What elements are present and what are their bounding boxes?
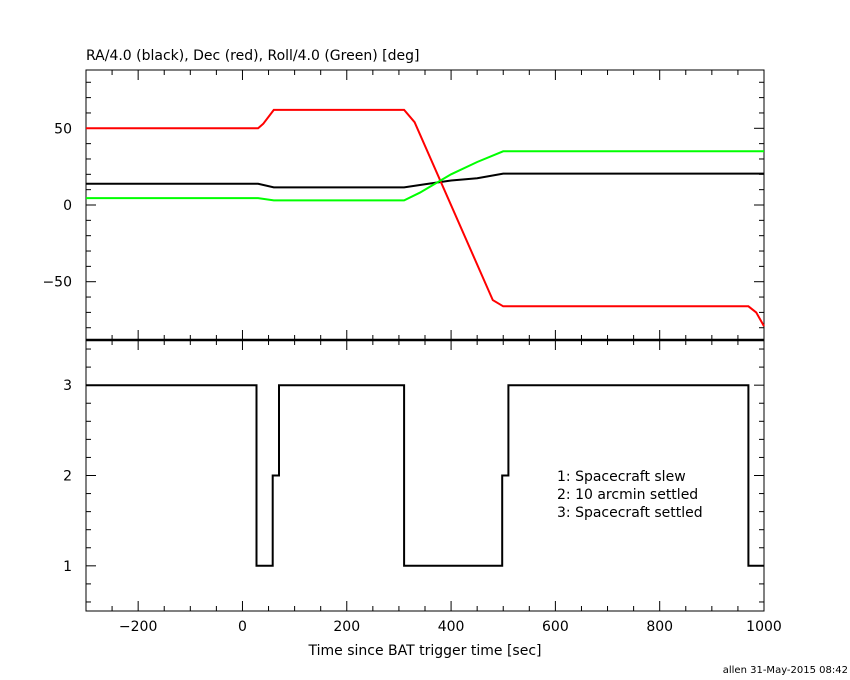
- legend-entry-10-arcmin: 2: 10 arcmin settled: [557, 487, 698, 503]
- top-panel: −50 0 50: [42, 69, 765, 342]
- top-y-tick-label: 50: [54, 121, 72, 137]
- bottom-y-tick-label: 1: [63, 559, 72, 575]
- bottom-panel: 1 2 3 −200 0 200 400 600 800 1000: [63, 339, 782, 635]
- x-tick-label: 0: [238, 619, 247, 635]
- top-series-0-line: [86, 172, 764, 189]
- bottom-y-tick-label: 2: [63, 469, 72, 485]
- x-tick-label: 600: [542, 619, 569, 635]
- top-y-tick-label: 0: [63, 198, 72, 214]
- x-tick-label: 800: [646, 619, 673, 635]
- x-tick-label: −200: [119, 619, 157, 635]
- top-panel-frame: [85, 69, 765, 341]
- legend-entry-settled: 3: Spacecraft settled: [557, 505, 703, 521]
- top-series-1-line: [86, 108, 765, 327]
- x-axis-label: Time since BAT trigger time [sec]: [308, 643, 542, 659]
- footer-credit: allen 31-May-2015 08:42: [723, 665, 848, 676]
- x-tick-label: 1000: [746, 619, 782, 635]
- x-tick-label: 400: [438, 619, 465, 635]
- x-tick-label: 200: [333, 619, 360, 635]
- top-y-tick-label: −50: [42, 275, 72, 291]
- top-panel-title: RA/4.0 (black), Dec (red), Roll/4.0 (Gre…: [86, 48, 419, 64]
- bottom-y-tick-label: 3: [63, 378, 72, 394]
- bottom-series-0-line: [86, 384, 764, 567]
- top-series-2-line: [86, 150, 764, 202]
- legend-entry-slew: 1: Spacecraft slew: [557, 469, 686, 485]
- legend: 1: Spacecraft slew 2: 10 arcmin settled …: [557, 469, 703, 521]
